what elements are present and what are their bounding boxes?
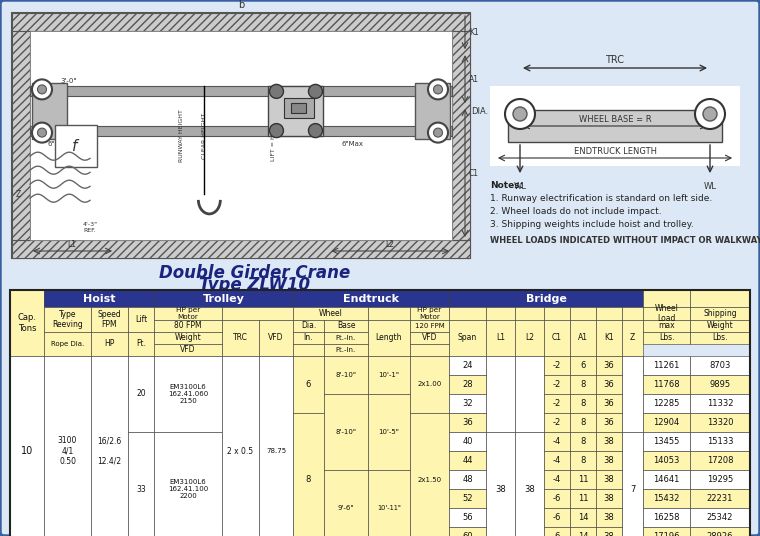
Text: 17208: 17208 xyxy=(707,456,733,465)
Text: TRC: TRC xyxy=(233,333,248,343)
Text: VFD: VFD xyxy=(180,346,196,354)
Text: K1: K1 xyxy=(604,333,614,343)
Bar xyxy=(544,375,570,394)
Bar xyxy=(622,320,643,356)
Text: 8: 8 xyxy=(306,475,311,484)
Text: ENDTRUCK LENGTH: ENDTRUCK LENGTH xyxy=(574,147,657,156)
Bar xyxy=(449,394,486,413)
Bar xyxy=(690,489,750,508)
Text: $\it{f}$: $\it{f}$ xyxy=(71,138,81,154)
Bar xyxy=(44,356,91,536)
Text: max: max xyxy=(658,322,675,331)
Bar xyxy=(449,320,486,356)
Bar xyxy=(324,320,368,332)
Bar xyxy=(12,31,30,240)
Bar xyxy=(690,470,750,489)
Circle shape xyxy=(270,124,283,138)
Bar xyxy=(570,394,596,413)
Text: 10'-1": 10'-1" xyxy=(378,372,400,378)
Text: Dia.: Dia. xyxy=(301,322,316,331)
Text: 80 FPM: 80 FPM xyxy=(174,322,202,331)
Text: Wheel: Wheel xyxy=(318,309,343,318)
Bar xyxy=(410,320,449,332)
Bar xyxy=(154,332,222,344)
Bar xyxy=(570,356,596,375)
Bar xyxy=(284,99,314,118)
Text: Wheel
Load: Wheel Load xyxy=(654,304,679,323)
Text: 38: 38 xyxy=(495,485,506,494)
Circle shape xyxy=(309,84,322,99)
Text: HP: HP xyxy=(104,339,115,348)
Bar xyxy=(324,344,368,356)
Bar xyxy=(643,432,690,451)
Text: VFD: VFD xyxy=(422,333,437,343)
Bar xyxy=(596,451,622,470)
Bar xyxy=(449,508,486,527)
Circle shape xyxy=(703,107,717,121)
Bar xyxy=(449,307,486,320)
Text: 36: 36 xyxy=(603,418,614,427)
Bar xyxy=(570,489,596,508)
Text: 16/2.6

12.4/2: 16/2.6 12.4/2 xyxy=(97,436,122,466)
Text: 36: 36 xyxy=(603,380,614,389)
Text: 38: 38 xyxy=(603,513,614,522)
Text: 38: 38 xyxy=(603,437,614,446)
Bar xyxy=(154,356,222,432)
Text: L1: L1 xyxy=(68,240,77,249)
Text: 8: 8 xyxy=(581,399,586,408)
Bar xyxy=(544,489,570,508)
Bar xyxy=(596,307,622,320)
Text: A1: A1 xyxy=(578,333,588,343)
Bar xyxy=(690,356,750,375)
Text: -6: -6 xyxy=(553,494,561,503)
Text: 36: 36 xyxy=(603,399,614,408)
Text: 2 x 0.5: 2 x 0.5 xyxy=(227,446,254,456)
Bar xyxy=(515,432,544,536)
Text: 40: 40 xyxy=(462,437,473,446)
Text: 14: 14 xyxy=(578,513,588,522)
Bar xyxy=(508,110,722,142)
Bar xyxy=(293,413,324,536)
Text: Weight: Weight xyxy=(175,333,201,343)
Bar xyxy=(643,470,690,489)
Text: 2x1.00: 2x1.00 xyxy=(417,382,442,388)
Text: CLEAR HEIGHT: CLEAR HEIGHT xyxy=(202,113,207,159)
Text: 38: 38 xyxy=(603,475,614,484)
Bar xyxy=(10,290,44,356)
Text: -2: -2 xyxy=(553,399,561,408)
Bar xyxy=(449,375,486,394)
Bar xyxy=(368,320,410,356)
Bar xyxy=(596,394,622,413)
Text: 22231: 22231 xyxy=(707,494,733,503)
Bar xyxy=(415,84,450,139)
Text: 11: 11 xyxy=(578,494,588,503)
Bar xyxy=(291,103,306,114)
Bar xyxy=(596,320,622,356)
Text: EM3100L6
162.41.100
2200: EM3100L6 162.41.100 2200 xyxy=(168,479,208,499)
Bar xyxy=(596,508,622,527)
Bar xyxy=(293,320,324,332)
Text: 12285: 12285 xyxy=(654,399,679,408)
Text: Lbs.: Lbs. xyxy=(712,333,728,343)
Circle shape xyxy=(433,85,442,94)
Bar xyxy=(410,344,449,356)
Bar xyxy=(570,527,596,536)
Text: Type
Reeving: Type Reeving xyxy=(52,310,83,329)
Bar xyxy=(410,332,449,344)
Text: -6: -6 xyxy=(553,532,561,536)
Text: 19295: 19295 xyxy=(707,475,733,484)
Bar xyxy=(486,432,515,536)
Bar xyxy=(222,320,259,356)
Bar xyxy=(570,320,596,356)
Bar xyxy=(259,356,293,536)
Bar xyxy=(324,394,368,470)
Bar xyxy=(690,527,750,536)
Text: Ft.-In.: Ft.-In. xyxy=(336,335,356,341)
Text: 52: 52 xyxy=(462,494,473,503)
Bar xyxy=(622,307,643,320)
Bar xyxy=(449,451,486,470)
Bar xyxy=(643,413,690,432)
Text: Rope Dia.: Rope Dia. xyxy=(51,341,84,347)
Bar xyxy=(690,375,750,394)
